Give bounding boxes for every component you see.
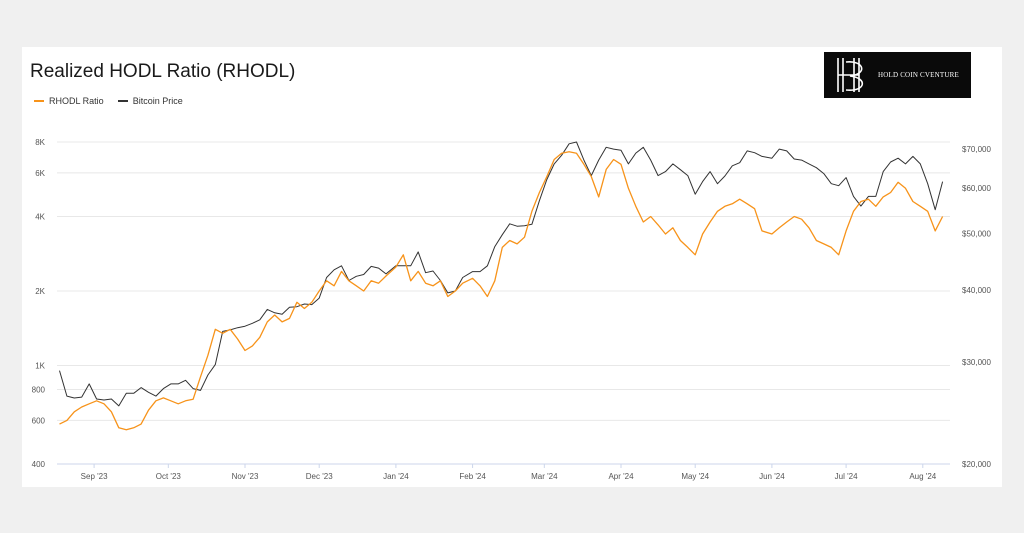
y-left-tick-label-7: 8K (35, 138, 45, 147)
legend-item-bitcoin-price[interactable]: Bitcoin Price (117, 96, 183, 106)
x-tick-label-6: Mar '24 (531, 472, 558, 481)
x-tick-label-0: Sep '23 (81, 472, 108, 481)
logo-monogram-icon (837, 58, 864, 92)
x-tick-label-11: Aug '24 (909, 472, 936, 481)
chart-plot: 400 600 800 1K 2K 4K 6K 8K $20,000 $30,000 $40,000… (32, 138, 992, 481)
x-tick-label-3: Dec '23 (306, 472, 333, 481)
x-tick-label-2: Nov '23 (232, 472, 259, 481)
y-right-tick-label-1: $30,000 (962, 358, 991, 367)
legend-label-bitcoin-price: Bitcoin Price (132, 96, 183, 106)
y-right-tick-label-5: $70,000 (962, 145, 991, 154)
legend-item-rhodl[interactable]: RHODL Ratio (34, 96, 104, 106)
y-left-tick-label-3: 1K (35, 362, 45, 371)
x-tick-label-7: Apr '24 (608, 472, 634, 481)
y-left-tick-label-5: 4K (35, 213, 45, 222)
x-tick-label-5: Feb '24 (459, 472, 486, 481)
y-left-tick-label-2: 800 (32, 385, 46, 394)
legend-swatch-rhodl (34, 100, 44, 102)
y-right-tick-label-3: $50,000 (962, 230, 991, 239)
logo-text: HOLD COIN CVENTURE (878, 71, 959, 79)
y-left-tick-label-4: 2K (35, 287, 45, 296)
y-left-tick-label-6: 6K (35, 169, 45, 178)
x-tick-label-1: Oct '23 (156, 472, 182, 481)
y-right-tick-label-0: $20,000 (962, 460, 991, 469)
chart-legend: RHODL Ratio Bitcoin Price (34, 96, 183, 106)
x-tick-label-9: Jun '24 (759, 472, 785, 481)
hold-coin-venture-logo: HOLD COIN CVENTURE (824, 52, 971, 98)
chart-card: Realized HODL Ratio (RHODL) RHODL Ratio … (22, 47, 1002, 487)
y-right-tick-label-2: $40,000 (962, 286, 991, 295)
series-line-bitcoin-price (59, 141, 944, 407)
y-left-tick-label-0: 400 (32, 460, 46, 469)
x-tick-label-4: Jan '24 (383, 472, 409, 481)
legend-swatch-bitcoin-price (117, 100, 128, 102)
x-tick-label-10: Jul '24 (835, 472, 858, 481)
chart-title: Realized HODL Ratio (RHODL) (30, 61, 296, 82)
y-right-tick-label-4: $60,000 (962, 184, 991, 193)
legend-label-rhodl: RHODL Ratio (49, 96, 104, 106)
x-tick-label-8: May '24 (681, 472, 709, 481)
series-line-rhodl (59, 151, 944, 431)
y-left-tick-label-1: 600 (32, 416, 46, 425)
